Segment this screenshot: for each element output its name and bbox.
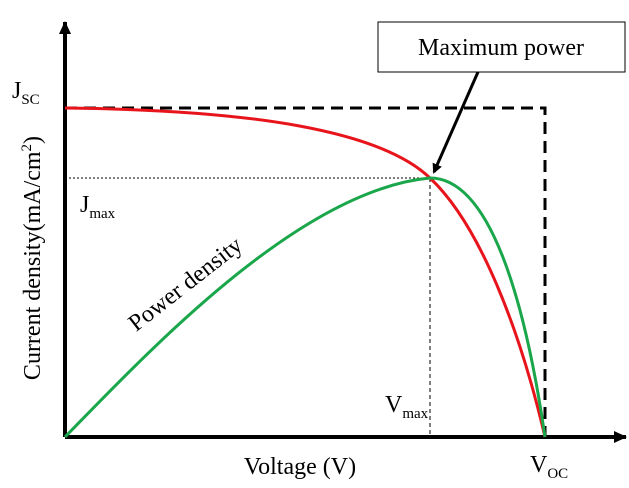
jmax-label: Jmax [80,192,116,222]
voc-sub: OC [547,466,568,482]
jsc-base: J [12,78,21,104]
vmax-label: Vmax [385,392,429,422]
voc-label: VOC [530,452,568,482]
jmax-base: J [80,192,89,218]
diagram: Maximum power JSC Jmax Vmax VOC Voltage … [0,0,629,488]
vmax-base: V [385,392,403,418]
ideal-rectangle [65,108,545,437]
jmax-sub: max [89,206,115,222]
power-density-label: Power density [124,232,248,337]
callout-text: Maximum power [418,35,584,61]
y-label-end: ) [20,136,46,144]
page: Maximum power JSC Jmax Vmax VOC Voltage … [0,0,629,488]
y-axis-label: Current density(mA/cm2) [19,136,46,380]
y-label-sup: 2 [19,144,35,152]
current-curve [65,108,545,437]
callout-arrow [434,72,478,172]
vmax-sub: max [402,406,428,422]
voc-base: V [530,452,548,478]
x-axis-label: Voltage (V) [244,454,356,480]
y-label-main: Current density(mA/cm [20,151,46,380]
jsc-label: JSC [12,78,40,108]
jsc-sub: SC [21,92,39,108]
